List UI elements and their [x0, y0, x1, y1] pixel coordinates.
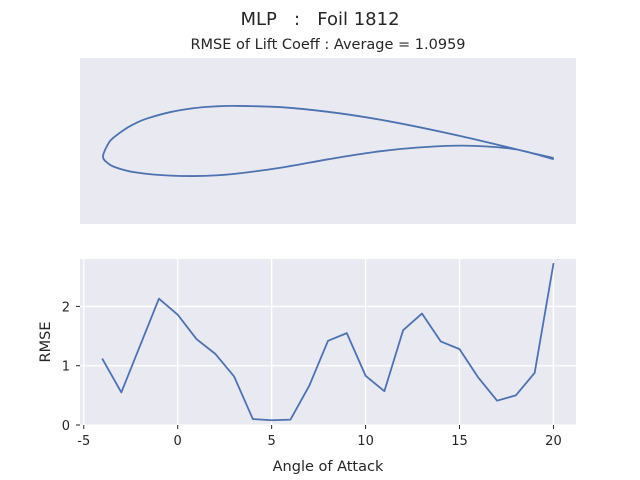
y-tick-label: 2	[62, 300, 70, 315]
airfoil-panel	[80, 58, 576, 224]
x-tick-label: 20	[545, 434, 562, 449]
rmse-series-line	[101, 262, 555, 422]
airfoil-outline	[102, 104, 554, 177]
y-axis-label: RMSE	[38, 322, 54, 363]
rmse-panel: -5 0 5 10 15 20 0 1 2 Angle of Attack RMSE	[38, 259, 576, 475]
x-tick-label: 5	[267, 434, 275, 449]
y-tick-label: 0	[62, 419, 70, 434]
figure-suptitle: MLP : Foil 1812	[240, 9, 399, 30]
x-axis-label: Angle of Attack	[273, 459, 384, 475]
x-tick-label: 15	[451, 434, 468, 449]
x-tick-label: -5	[77, 434, 90, 449]
rmse-gridlines	[80, 259, 576, 426]
y-tick-label: 1	[62, 360, 70, 375]
rmse-tick-labels: -5 0 5 10 15 20 0 1 2	[62, 300, 562, 449]
x-tick-label: 0	[174, 434, 182, 449]
x-tick-label: 10	[357, 434, 374, 449]
airfoil-panel-background	[80, 58, 576, 224]
top-panel-title: RMSE of Lift Coeff : Average = 1.0959	[190, 37, 465, 53]
